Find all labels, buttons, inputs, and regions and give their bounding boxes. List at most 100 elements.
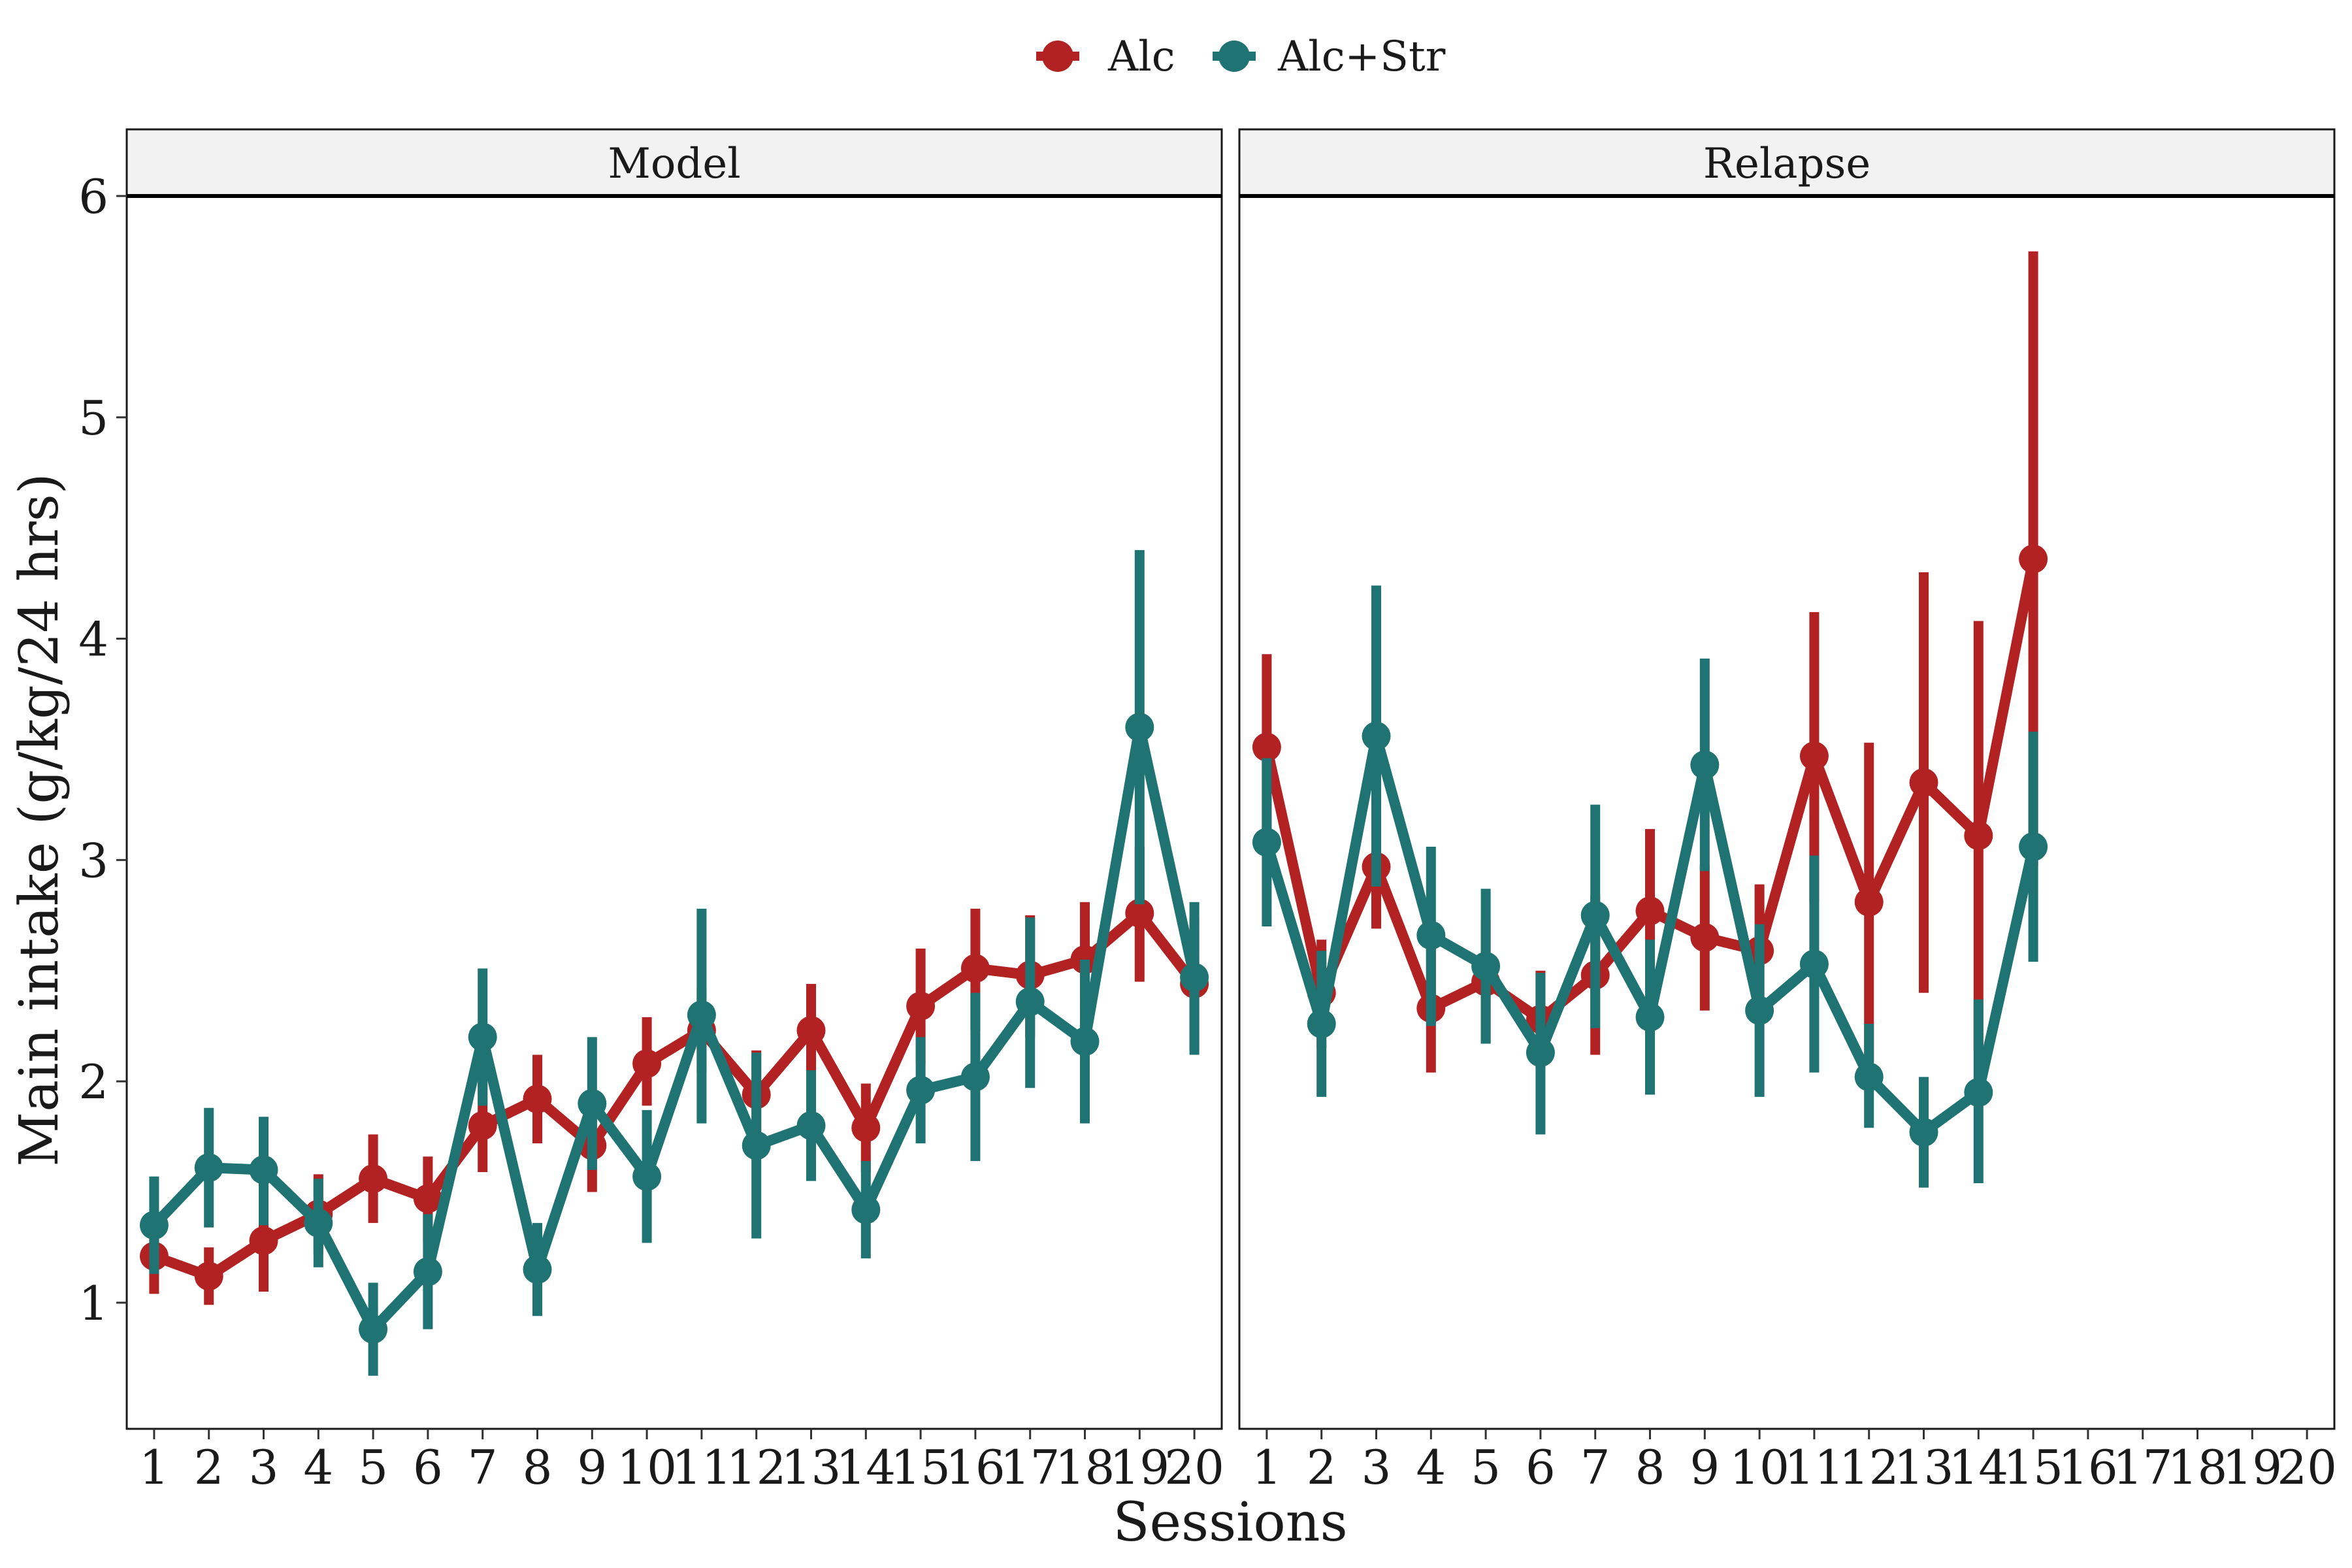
- x-tick-label: 8: [1635, 1440, 1665, 1495]
- x-tick-label: 12: [1839, 1440, 1899, 1495]
- x-tick-label: 19: [2222, 1440, 2282, 1495]
- series-alc-str: [1252, 585, 2048, 1188]
- x-tick-label: 18: [2168, 1440, 2228, 1495]
- y-tick-label: 1: [78, 1276, 108, 1331]
- x-tick-label: 7: [1580, 1440, 1610, 1495]
- x-tick-label: 12: [727, 1440, 787, 1495]
- data-point: [359, 1164, 388, 1194]
- data-point: [796, 1016, 826, 1045]
- data-point: [906, 991, 936, 1021]
- data-point: [1690, 923, 1720, 952]
- data-point: [796, 1111, 826, 1140]
- data-point: [1635, 1002, 1665, 1032]
- data-point: [1125, 713, 1154, 742]
- facet-strip: [1238, 128, 2336, 197]
- facet-strip-label: Model: [608, 140, 740, 188]
- x-tick-label: 4: [1416, 1440, 1446, 1495]
- x-tick-label: 13: [781, 1440, 841, 1495]
- data-point: [1909, 1118, 1938, 1147]
- data-point: [523, 1255, 552, 1284]
- data-point: [304, 1208, 333, 1237]
- legend-item-alc: Alc: [1036, 33, 1175, 81]
- data-point: [1362, 721, 1391, 751]
- data-point: [1964, 1078, 1993, 1107]
- x-tick-label: 6: [1526, 1440, 1556, 1495]
- data-point: [523, 1085, 552, 1114]
- data-point: [194, 1153, 223, 1183]
- data-point: [1690, 750, 1720, 779]
- facet-strip: [125, 128, 1223, 197]
- plot-panel-border: [125, 195, 1223, 1430]
- x-tick-label: 19: [1109, 1440, 1169, 1495]
- data-point: [1854, 1062, 1884, 1092]
- data-point: [632, 1049, 662, 1079]
- x-tick-label: 5: [358, 1440, 388, 1495]
- x-tick-label: 1: [139, 1440, 169, 1495]
- series-alc: [139, 847, 1209, 1305]
- x-tick-label: 5: [1471, 1440, 1501, 1495]
- plot-panel-border: [1238, 195, 2336, 1430]
- x-tick-label: 13: [1894, 1440, 1954, 1495]
- data-point: [1799, 949, 1829, 979]
- facet-strip-label: Relapse: [1703, 140, 1870, 188]
- series-line: [150, 722, 1200, 1335]
- data-point: [2019, 832, 2048, 862]
- x-tick-label: 3: [1362, 1440, 1392, 1495]
- data-point: [1635, 896, 1665, 926]
- x-tick-label: 14: [1948, 1440, 2008, 1495]
- data-point: [413, 1257, 442, 1286]
- x-tick-label: 14: [836, 1440, 896, 1495]
- x-tick-label: 17: [1000, 1440, 1060, 1495]
- x-tick-label: 10: [617, 1440, 677, 1495]
- data-point: [468, 1111, 497, 1140]
- data-point: [1070, 1027, 1100, 1056]
- data-point: [249, 1226, 278, 1256]
- data-point: [1745, 996, 1774, 1025]
- x-axis-title: Sessions: [1113, 1492, 1347, 1554]
- data-point: [906, 1075, 936, 1105]
- x-tick-label: 3: [249, 1440, 279, 1495]
- x-tick-label: 10: [1729, 1440, 1789, 1495]
- data-point: [1252, 732, 1281, 762]
- x-tick-label: 1: [1252, 1440, 1282, 1495]
- y-tick-label: 5: [78, 391, 108, 446]
- data-point: [1307, 1009, 1336, 1039]
- data-point: [687, 1000, 716, 1030]
- x-tick-label: 11: [1784, 1440, 1844, 1495]
- data-point: [632, 1162, 662, 1191]
- x-tick-label: 7: [468, 1440, 498, 1495]
- x-tick-label: 6: [413, 1440, 443, 1495]
- x-tick-label: 8: [523, 1440, 553, 1495]
- x-tick-label: 16: [2058, 1440, 2118, 1495]
- data-point: [851, 1113, 881, 1143]
- x-tick-label: 2: [194, 1440, 224, 1495]
- x-tick-label: 15: [890, 1440, 951, 1495]
- y-axis-title: Main intake (g/kg/24 hrs): [8, 473, 71, 1167]
- data-point: [468, 1022, 497, 1052]
- data-point: [139, 1211, 169, 1240]
- legend-key-point: [1042, 41, 1073, 72]
- data-point: [413, 1184, 442, 1213]
- data-point: [2019, 544, 2048, 574]
- x-tick-label: 4: [303, 1440, 333, 1495]
- x-tick-label: 18: [1055, 1440, 1115, 1495]
- data-point: [1252, 828, 1281, 857]
- y-tick-label: 6: [78, 169, 108, 224]
- data-point: [960, 1062, 990, 1092]
- series-alc-str: [139, 550, 1209, 1376]
- x-tick-label: 2: [1307, 1440, 1337, 1495]
- data-point: [851, 1195, 881, 1224]
- legend-key-point: [1218, 41, 1250, 72]
- x-tick-label: 16: [945, 1440, 1005, 1495]
- legend: Alc Alc+Str: [1036, 33, 1446, 81]
- data-point: [1180, 962, 1209, 992]
- legend-label-alc: Alc: [1107, 33, 1175, 81]
- x-tick-label: 9: [577, 1440, 607, 1495]
- data-point: [1964, 821, 1993, 851]
- data-point: [960, 954, 990, 983]
- data-point: [1580, 901, 1610, 930]
